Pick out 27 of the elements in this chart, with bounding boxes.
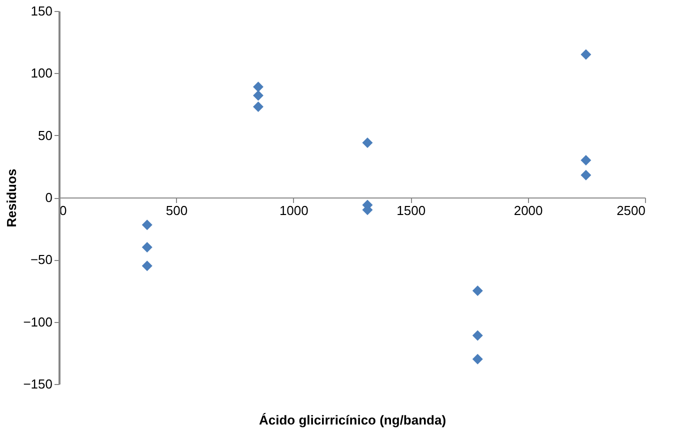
point bbox=[252, 82, 264, 92]
y-tick-label: −50 bbox=[30, 252, 52, 268]
point bbox=[252, 90, 264, 101]
point bbox=[142, 242, 152, 252]
point bbox=[472, 354, 483, 364]
point bbox=[580, 170, 592, 180]
point bbox=[142, 220, 152, 230]
x-axis-title: Ácido glicirricínico (ng/banda) bbox=[258, 412, 446, 428]
y-axis-title: Residuos bbox=[4, 168, 20, 228]
y-tick-label: 50 bbox=[38, 128, 52, 143]
y-tick-label: 0 bbox=[45, 190, 52, 205]
y-tick-label: −150 bbox=[23, 376, 52, 392]
point bbox=[580, 154, 592, 166]
y-tick-label: 150 bbox=[30, 4, 52, 18]
x-tick-label: 2000 bbox=[514, 203, 543, 218]
point bbox=[472, 286, 483, 296]
y-tick-label: −100 bbox=[23, 314, 52, 330]
x-tick-label: 2500 bbox=[616, 203, 646, 218]
point bbox=[472, 330, 483, 341]
x-tick-label: 1000 bbox=[279, 203, 308, 218]
point bbox=[142, 260, 152, 272]
x-tick-label: 1500 bbox=[396, 203, 426, 218]
point bbox=[252, 101, 264, 112]
x-tick-label: 500 bbox=[166, 203, 188, 218]
point bbox=[580, 49, 592, 60]
point bbox=[362, 138, 373, 148]
y-tick-label: 100 bbox=[30, 66, 52, 81]
